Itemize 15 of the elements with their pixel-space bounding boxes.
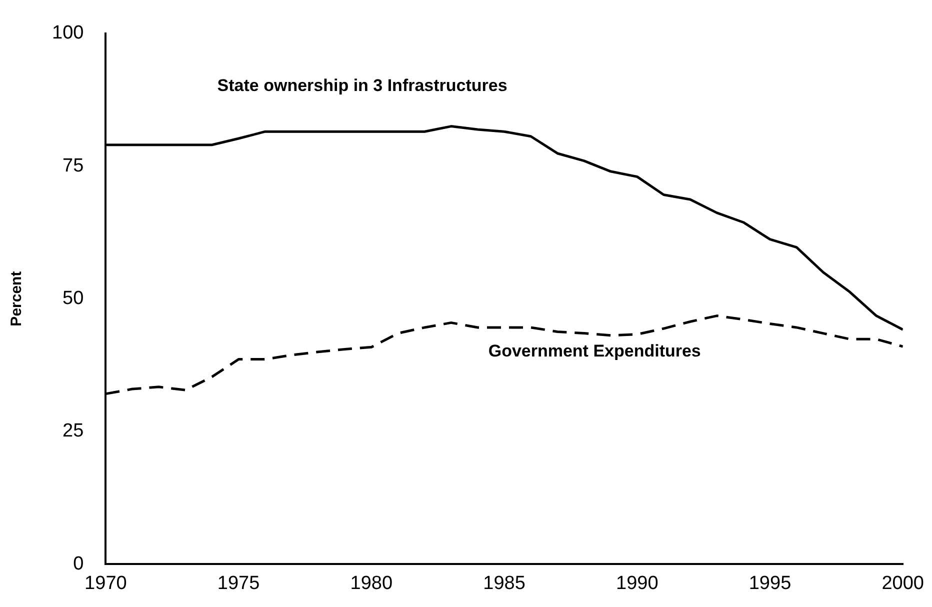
y-tick-label: 0 (73, 553, 84, 574)
y-tick-label: 75 (62, 155, 84, 176)
x-tick-label: 1990 (616, 572, 658, 594)
y-tick-label: 50 (62, 288, 84, 310)
x-tick-label: 1995 (748, 572, 792, 594)
x-tick-label: 1980 (350, 572, 393, 594)
y-tick-label: 100 (52, 22, 84, 44)
text: State ownership in 3 Infrastructures (217, 76, 508, 96)
x-tick-label: 1985 (483, 572, 526, 594)
y-axis-title: Percent (8, 271, 26, 326)
y-tick-label: 25 (62, 420, 84, 442)
x-tick-label: 1975 (217, 572, 260, 594)
x-tick-label: 2000 (882, 572, 924, 594)
x-tick-label: 1970 (84, 572, 127, 594)
series-label: Government Expenditures (488, 342, 701, 361)
